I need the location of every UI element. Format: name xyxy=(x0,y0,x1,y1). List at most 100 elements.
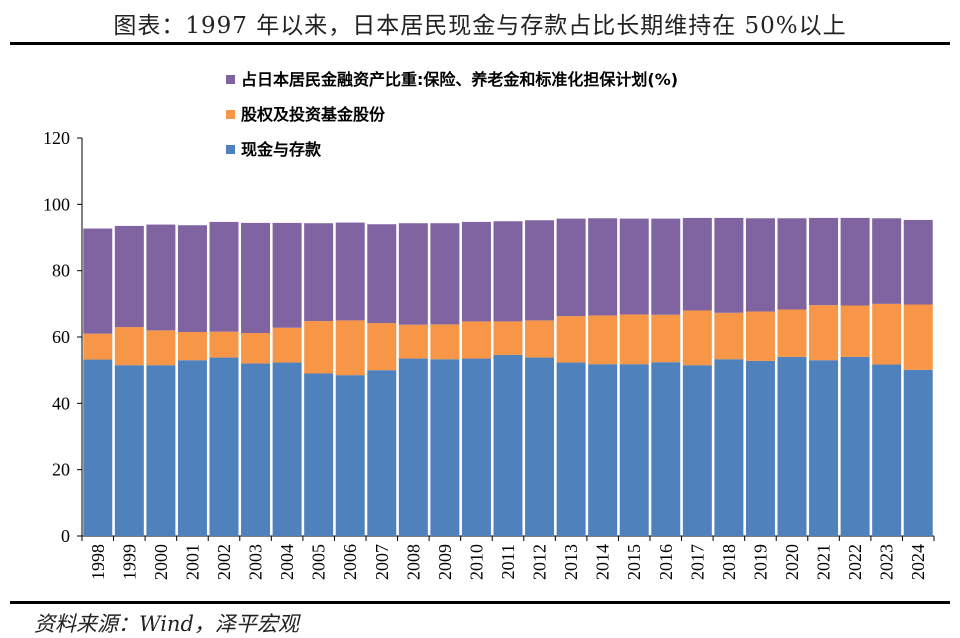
bar-segment-equity-funds xyxy=(556,316,586,363)
bar-segment-equity-funds xyxy=(146,330,176,366)
bar-segment-cash-deposits xyxy=(682,365,712,536)
bar-segment-cash-deposits xyxy=(146,365,176,536)
legend-cash-deposits-swatch xyxy=(226,145,235,154)
bar-segment-insurance-pension xyxy=(714,217,744,313)
x-tick-label: 2017 xyxy=(687,544,707,580)
source-rule xyxy=(10,601,950,604)
bar-segment-cash-deposits xyxy=(461,358,491,536)
legend-insurance-pension-label: 占日本居民金融资产比重:保险、养老金和标准化担保计划(%) xyxy=(241,70,678,89)
bar-segment-insurance-pension xyxy=(651,218,681,315)
x-tick-label: 2000 xyxy=(151,544,171,580)
bar-segment-equity-funds xyxy=(682,310,712,366)
bar-segment-equity-funds xyxy=(209,331,239,358)
bars xyxy=(83,217,933,536)
y-tick-label: 0 xyxy=(61,526,70,546)
title-rule xyxy=(10,42,950,45)
x-tick-label: 2003 xyxy=(246,544,266,580)
bar-segment-cash-deposits xyxy=(588,364,618,536)
bar-segment-insurance-pension xyxy=(304,223,334,322)
bar-segment-insurance-pension xyxy=(493,221,523,322)
bar-segment-cash-deposits xyxy=(525,357,555,536)
bar-segment-cash-deposits xyxy=(430,359,460,536)
x-tick-label: 2010 xyxy=(466,544,486,580)
x-tick-label: 2018 xyxy=(719,544,739,580)
bar-segment-cash-deposits xyxy=(209,357,239,536)
legend: 占日本居民金融资产比重:保险、养老金和标准化担保计划(%) 股权及投资基金股份现金… xyxy=(226,70,678,159)
bar-segment-equity-funds xyxy=(840,305,870,357)
bar-segment-insurance-pension xyxy=(745,218,775,312)
source-note: 资料来源：Wind，泽平宏观 xyxy=(34,612,299,636)
bar-segment-insurance-pension xyxy=(335,222,365,321)
x-tick-label: 2016 xyxy=(656,544,676,580)
x-tick-label: 2001 xyxy=(182,544,202,580)
legend-equity-funds-label: 股权及投资基金股份 xyxy=(241,105,386,124)
bar-segment-equity-funds xyxy=(745,311,775,361)
bar-segment-equity-funds xyxy=(461,321,491,359)
chart-title: 图表：1997 年以来，日本居民现金与存款占比长期维持在 50%以上 xyxy=(113,13,847,39)
x-tick-label: 2020 xyxy=(782,544,802,580)
bar-segment-insurance-pension xyxy=(588,218,618,316)
bar-segment-equity-funds xyxy=(777,309,807,357)
x-tick-label: 2007 xyxy=(372,544,392,580)
bar-segment-insurance-pension xyxy=(556,218,586,317)
x-tick-label: 2024 xyxy=(908,544,928,580)
bar-segment-cash-deposits xyxy=(777,356,807,536)
bar-segment-insurance-pension xyxy=(682,217,712,311)
legend-equity-funds-swatch xyxy=(226,110,235,119)
x-tick-label: 2002 xyxy=(214,544,234,580)
x-tick-label: 2011 xyxy=(498,544,518,579)
bar-segment-equity-funds xyxy=(525,320,555,358)
bar-segment-cash-deposits xyxy=(840,356,870,536)
bar-segment-equity-funds xyxy=(177,332,207,361)
bar-segment-equity-funds xyxy=(335,320,365,376)
x-tick-label: 2023 xyxy=(877,544,897,580)
x-tick-label: 2013 xyxy=(561,544,581,580)
bar-segment-cash-deposits xyxy=(241,363,271,536)
bar-segment-equity-funds xyxy=(83,333,113,360)
bar-segment-equity-funds xyxy=(304,321,334,374)
bar-segment-cash-deposits xyxy=(619,364,649,536)
x-tick-label: 2012 xyxy=(530,544,550,580)
bar-segment-equity-funds xyxy=(241,333,271,364)
x-tick-label: 1999 xyxy=(119,544,139,580)
bar-segment-equity-funds xyxy=(619,314,649,365)
bar-segment-cash-deposits xyxy=(714,359,744,536)
bar-segment-equity-funds xyxy=(367,323,397,371)
bar-segment-cash-deposits xyxy=(745,360,775,536)
bar-segment-insurance-pension xyxy=(430,223,460,325)
bar-segment-insurance-pension xyxy=(177,225,207,333)
x-tick-label: 2009 xyxy=(435,544,455,580)
y-tick-label: 100 xyxy=(43,194,70,214)
bar-segment-equity-funds xyxy=(114,327,144,366)
bar-segment-equity-funds xyxy=(272,327,302,363)
x-tick-label: 2021 xyxy=(814,544,834,580)
bar-segment-insurance-pension xyxy=(777,218,807,310)
legend-cash-deposits-label: 现金与存款 xyxy=(241,140,322,159)
bar-segment-equity-funds xyxy=(651,314,681,363)
bar-segment-insurance-pension xyxy=(903,219,933,305)
bar-segment-insurance-pension xyxy=(840,217,870,306)
bar-segment-insurance-pension xyxy=(619,218,649,315)
x-tick-label: 2006 xyxy=(340,544,360,580)
x-tick-label: 2019 xyxy=(750,544,770,580)
bar-segment-insurance-pension xyxy=(461,221,491,322)
bar-segment-cash-deposits xyxy=(872,364,902,536)
bar-segment-equity-funds xyxy=(398,324,428,359)
bar-segment-cash-deposits xyxy=(493,354,523,536)
bar-segment-equity-funds xyxy=(872,303,902,365)
bar-segment-insurance-pension xyxy=(272,222,302,328)
bar-segment-insurance-pension xyxy=(367,224,397,324)
bar-segment-insurance-pension xyxy=(209,221,239,332)
bar-segment-insurance-pension xyxy=(525,220,555,321)
bar-segment-equity-funds xyxy=(809,305,839,361)
bar-segment-cash-deposits xyxy=(177,360,207,536)
stacked-bar-chart: 占日本居民金融资产比重:保险、养老金和标准化担保计划(%) 股权及投资基金股份现金… xyxy=(43,70,935,580)
bar-segment-cash-deposits xyxy=(398,358,428,536)
bar-segment-cash-deposits xyxy=(556,362,586,536)
bar-segment-cash-deposits xyxy=(651,362,681,536)
x-tick-label: 2008 xyxy=(403,544,423,580)
bar-segment-cash-deposits xyxy=(83,359,113,536)
bar-segment-insurance-pension xyxy=(872,218,902,304)
bar-segment-cash-deposits xyxy=(809,360,839,536)
y-tick-label: 40 xyxy=(52,393,70,413)
